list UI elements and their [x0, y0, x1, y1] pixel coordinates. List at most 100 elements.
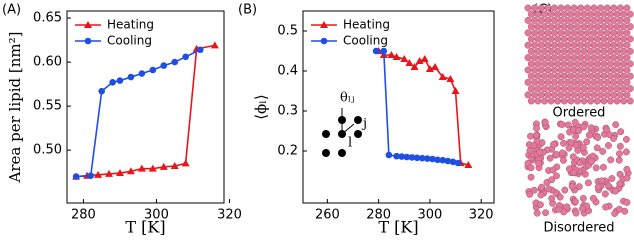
- lipid: [590, 78, 598, 86]
- lipid: [541, 47, 548, 55]
- lipid: [547, 72, 555, 80]
- lipid: [575, 127, 583, 135]
- lipid: [546, 154, 554, 162]
- lipid: [534, 85, 542, 93]
- data-point: [418, 154, 426, 162]
- data-point: [392, 53, 401, 60]
- lipid: [527, 132, 534, 140]
- x-tick-label: 320: [469, 208, 494, 223]
- lipid: [556, 193, 564, 201]
- plot-frame: [66, 10, 225, 204]
- lipid: [531, 16, 539, 24]
- lipid: [541, 10, 548, 18]
- lipid: [577, 41, 585, 49]
- inset-lattice: [322, 108, 362, 157]
- lipid: [557, 78, 565, 86]
- lipid: [590, 54, 598, 62]
- legend-label: Heating: [107, 18, 154, 32]
- lipid: [613, 10, 621, 18]
- lipid: [557, 29, 565, 37]
- lipid: [622, 135, 630, 143]
- data-point: [196, 46, 204, 54]
- image-caption: Disordered: [543, 221, 614, 236]
- data-point: [446, 75, 455, 82]
- image-caption: Ordered: [553, 106, 606, 121]
- data-point: [380, 47, 388, 55]
- lipid: [537, 4, 545, 12]
- lipid: [527, 85, 535, 93]
- lipid: [560, 72, 568, 80]
- lipid: [626, 60, 634, 68]
- lipid: [616, 41, 624, 49]
- lipid: [557, 4, 565, 12]
- lipid: [536, 148, 544, 156]
- lipid: [536, 201, 544, 209]
- data-point: [109, 79, 116, 86]
- data-line: [76, 49, 201, 178]
- lipid: [623, 78, 631, 86]
- lipid: [557, 41, 565, 49]
- data-point: [385, 151, 393, 159]
- lipid: [554, 72, 562, 80]
- lipid: [605, 142, 612, 149]
- lipid: [570, 41, 578, 49]
- lipid: [603, 78, 611, 86]
- lipid: [599, 147, 607, 155]
- y-tick-label: 0.2: [277, 144, 298, 159]
- data-point: [104, 169, 113, 177]
- lipid: [564, 4, 572, 12]
- lipid: [610, 78, 618, 86]
- lipid: [597, 16, 605, 24]
- data-point: [148, 164, 157, 172]
- lipid: [537, 29, 545, 37]
- lipid: [544, 78, 552, 86]
- data-point: [451, 87, 460, 94]
- lipid: [616, 78, 624, 86]
- lipid: [616, 180, 624, 188]
- data-point: [439, 156, 447, 164]
- lipid: [531, 78, 539, 86]
- y-tick-label: 0.50: [33, 143, 62, 158]
- lipid: [583, 54, 591, 62]
- lipid: [550, 91, 558, 99]
- lipid: [583, 16, 591, 24]
- lipid: [611, 210, 619, 217]
- snapshot-images: [524, 4, 634, 217]
- lipid: [623, 29, 631, 37]
- lipid: [623, 165, 631, 173]
- lipid: [550, 4, 558, 12]
- lipid: [610, 134, 617, 142]
- data-point: [444, 157, 452, 165]
- lipid: [603, 54, 611, 62]
- lipid: [567, 23, 575, 31]
- lipid: [607, 60, 614, 68]
- lipid: [533, 209, 541, 217]
- lipid: [612, 121, 620, 129]
- lipid: [594, 134, 602, 141]
- lipid: [565, 144, 573, 152]
- lipid: [607, 156, 615, 164]
- lipid: [607, 35, 614, 43]
- data-point: [170, 162, 179, 170]
- y-axis-label: ⟨ϕₗ⟩: [252, 94, 270, 120]
- lipid: [547, 23, 555, 31]
- lipid: [560, 85, 568, 93]
- data-point: [464, 161, 473, 168]
- data-point: [408, 154, 416, 161]
- lipid: [597, 66, 605, 74]
- lipid: [623, 16, 631, 24]
- lipid: [600, 85, 608, 93]
- lipid: [564, 66, 572, 74]
- lipid: [580, 35, 588, 43]
- data-point: [429, 155, 436, 163]
- lipid: [558, 121, 566, 128]
- lipid: [583, 29, 591, 37]
- lipid: [527, 97, 535, 105]
- lipid: [583, 91, 591, 99]
- lipid: [553, 172, 560, 180]
- lipid: [560, 156, 567, 164]
- data-point: [171, 58, 179, 66]
- data-point: [425, 65, 434, 72]
- lipid: [604, 182, 612, 190]
- x-tick-label: 300: [417, 208, 442, 223]
